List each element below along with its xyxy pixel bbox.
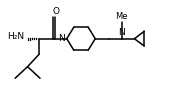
Text: O: O	[52, 7, 59, 16]
Text: Me: Me	[115, 12, 127, 21]
Text: H₂N: H₂N	[7, 32, 24, 41]
Text: N: N	[59, 34, 65, 43]
Text: N: N	[119, 28, 125, 37]
